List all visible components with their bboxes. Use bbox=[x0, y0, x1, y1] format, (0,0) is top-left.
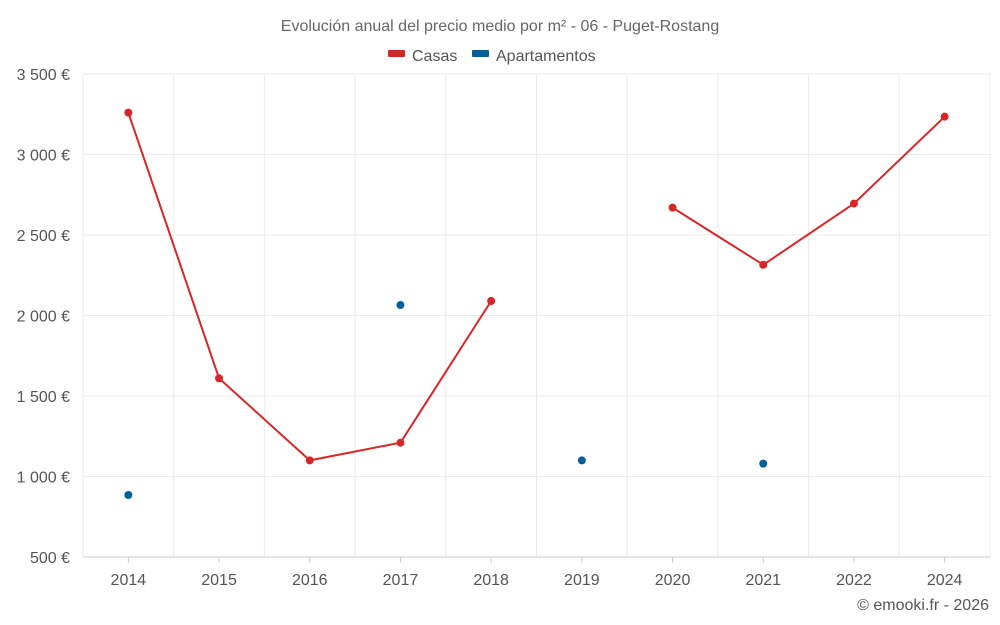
x-tick-label: 2019 bbox=[564, 572, 600, 589]
series-line-casas bbox=[127, 112, 492, 462]
chart-title: Evolución anual del precio medio por m² … bbox=[281, 18, 719, 35]
data-point[interactable] bbox=[940, 112, 949, 121]
legend-swatch bbox=[388, 50, 405, 57]
data-point[interactable] bbox=[759, 459, 768, 468]
legend-item-casas[interactable]: Casas bbox=[388, 48, 457, 65]
data-point[interactable] bbox=[849, 199, 858, 208]
y-tick-label: 2 000 € bbox=[17, 309, 70, 326]
data-point[interactable] bbox=[124, 491, 133, 500]
x-tick-label: 2024 bbox=[927, 572, 963, 589]
y-tick-label: 1 000 € bbox=[17, 470, 70, 487]
x-tick-label: 2018 bbox=[473, 572, 509, 589]
x-tick-label: 2014 bbox=[111, 572, 147, 589]
x-tick-label: 2022 bbox=[836, 572, 872, 589]
legend-item-apartamentos[interactable]: Apartamentos bbox=[472, 48, 596, 65]
y-tick-label: 2 500 € bbox=[17, 228, 70, 245]
y-tick-label: 3 000 € bbox=[17, 148, 70, 165]
data-point[interactable] bbox=[759, 260, 768, 269]
data-point[interactable] bbox=[305, 456, 314, 465]
data-point[interactable] bbox=[396, 301, 405, 310]
series bbox=[124, 108, 949, 500]
x-tick-label: 2015 bbox=[201, 572, 237, 589]
axes: 500 € 1 000 € 1 500 € 2 000 € 2 500 € 3 000 €… bbox=[17, 67, 990, 589]
series-apartamentos bbox=[124, 301, 768, 500]
legend[interactable]: Casas Apartamentos bbox=[388, 48, 596, 65]
series-line-casas bbox=[672, 115, 946, 266]
data-point[interactable] bbox=[577, 456, 586, 465]
data-point[interactable] bbox=[215, 374, 224, 383]
grid-lines bbox=[82, 73, 991, 557]
x-tick-label: 2016 bbox=[292, 572, 328, 589]
x-tick-label: 2017 bbox=[383, 572, 419, 589]
data-point[interactable] bbox=[396, 438, 405, 447]
data-point[interactable] bbox=[124, 108, 133, 117]
x-tick-label: 2021 bbox=[745, 572, 781, 589]
legend-label: Casas bbox=[412, 48, 457, 65]
y-tick-label: 500 € bbox=[30, 550, 70, 567]
series-casas bbox=[124, 108, 949, 465]
data-point[interactable] bbox=[668, 203, 677, 212]
credit-text: © emooki.fr - 2026 bbox=[857, 597, 989, 614]
y-tick-label: 1 500 € bbox=[17, 389, 70, 406]
legend-label: Apartamentos bbox=[496, 48, 596, 65]
data-point[interactable] bbox=[487, 297, 496, 306]
legend-swatch bbox=[472, 50, 489, 57]
x-tick-label: 2020 bbox=[655, 572, 691, 589]
y-tick-label: 3 500 € bbox=[17, 67, 70, 84]
